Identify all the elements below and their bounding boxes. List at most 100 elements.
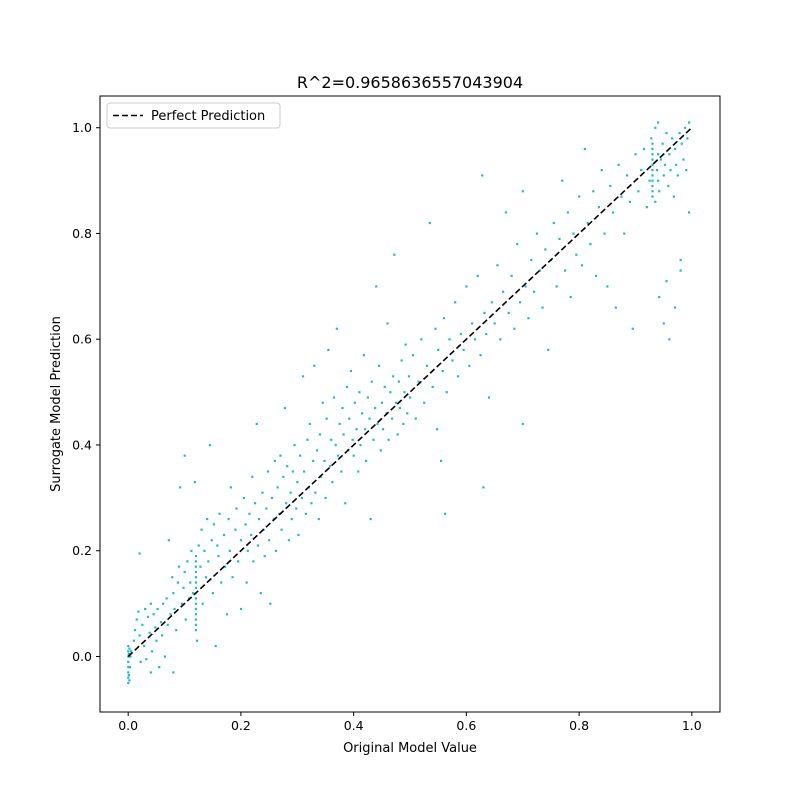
data-point — [235, 507, 238, 510]
y-tick-label: 0.2 — [72, 543, 92, 558]
data-point — [671, 137, 674, 140]
data-point — [684, 126, 687, 129]
data-point — [229, 486, 232, 489]
y-tick-label: 0.8 — [72, 226, 92, 241]
data-point — [306, 438, 309, 441]
x-tick-label: 0.6 — [456, 718, 476, 733]
data-point — [273, 459, 276, 463]
data-point — [290, 518, 293, 521]
data-point — [331, 480, 334, 484]
data-point — [620, 195, 623, 198]
data-point — [669, 169, 672, 172]
data-point — [580, 264, 584, 267]
data-point — [688, 121, 691, 124]
data-point — [308, 422, 311, 426]
data-point — [606, 285, 609, 288]
data-point — [250, 533, 253, 537]
data-point — [658, 295, 661, 299]
data-point — [127, 650, 130, 653]
data-point — [259, 592, 262, 595]
data-point — [672, 195, 675, 198]
data-point — [611, 211, 615, 214]
data-point — [558, 237, 561, 240]
data-point — [651, 195, 654, 198]
data-point — [194, 586, 198, 589]
data-point — [688, 211, 691, 214]
data-point — [417, 380, 420, 383]
data-point — [280, 528, 283, 531]
data-point — [454, 301, 457, 304]
data-point — [396, 433, 399, 436]
data-point — [183, 570, 186, 574]
data-point — [237, 560, 240, 563]
data-point — [244, 523, 247, 526]
data-point — [301, 375, 305, 378]
data-point — [592, 190, 595, 193]
data-point — [295, 507, 298, 510]
data-point — [138, 634, 141, 637]
data-point — [402, 422, 405, 426]
data-point — [128, 666, 132, 669]
data-point — [378, 364, 381, 367]
data-point — [363, 428, 367, 431]
data-point — [425, 364, 429, 367]
data-point — [206, 518, 209, 521]
data-point — [595, 274, 598, 277]
data-point — [141, 623, 144, 626]
data-point — [555, 285, 558, 288]
data-point — [194, 597, 198, 600]
data-point — [375, 285, 378, 288]
data-point — [575, 253, 578, 256]
data-point — [516, 243, 519, 246]
data-point — [544, 248, 547, 251]
data-point — [176, 581, 179, 584]
data-point — [667, 184, 670, 188]
data-point — [165, 597, 168, 600]
data-point — [394, 401, 398, 404]
data-point — [578, 195, 581, 198]
data-point — [163, 655, 167, 658]
data-point — [680, 142, 683, 145]
data-point — [266, 470, 270, 473]
data-point — [314, 491, 317, 494]
data-point — [361, 412, 364, 415]
data-point — [566, 211, 570, 214]
data-point — [263, 555, 266, 558]
data-point — [651, 163, 654, 166]
data-point — [634, 153, 637, 156]
data-point — [144, 607, 147, 611]
data-point — [127, 652, 130, 656]
data-point — [668, 338, 671, 341]
data-point — [443, 512, 447, 515]
data-point — [194, 629, 198, 632]
data-point — [623, 232, 626, 235]
data-point — [127, 681, 130, 685]
data-point — [547, 348, 550, 351]
data-point — [334, 443, 337, 447]
data-point — [406, 412, 409, 415]
data-point — [386, 322, 389, 325]
data-point — [686, 137, 689, 140]
data-point — [231, 576, 234, 579]
data-point — [407, 375, 411, 378]
data-point — [651, 153, 654, 156]
data-point — [483, 311, 486, 314]
data-point — [341, 406, 344, 410]
data-point — [659, 158, 663, 161]
data-point — [456, 375, 460, 378]
data-point — [194, 570, 198, 574]
data-point — [662, 174, 665, 177]
data-point — [572, 232, 575, 235]
x-axis-ticks: 0.0 0.2 0.4 0.6 0.8 1.0 — [118, 712, 702, 733]
data-point — [248, 512, 251, 515]
data-point — [128, 647, 131, 650]
data-point — [182, 586, 185, 589]
data-point — [154, 626, 157, 629]
data-point — [127, 666, 130, 669]
data-point — [351, 438, 354, 441]
data-point — [127, 660, 130, 663]
data-point — [166, 623, 169, 626]
data-point — [510, 274, 513, 277]
data-point — [651, 169, 654, 172]
